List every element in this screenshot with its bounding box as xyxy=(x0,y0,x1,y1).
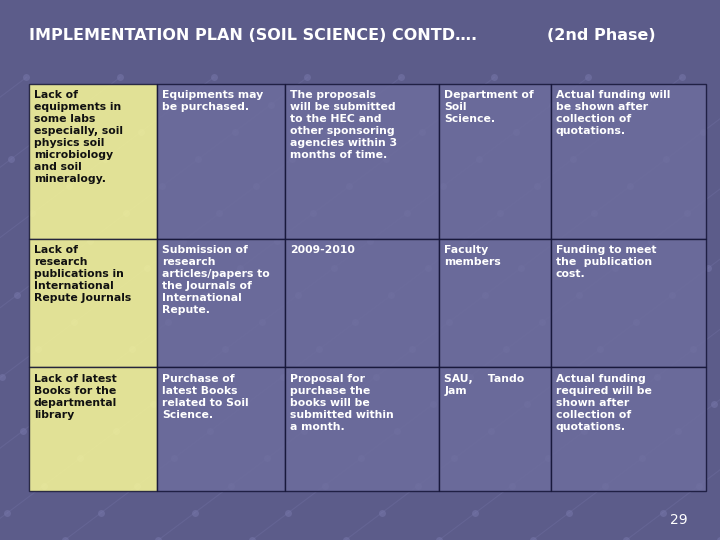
Text: Lack of
research
publications in
International
Repute Journals: Lack of research publications in Interna… xyxy=(34,245,131,303)
Text: Proposal for
purchase the
books will be
submitted within
a month.: Proposal for purchase the books will be … xyxy=(290,374,394,431)
Text: Lack of latest
Books for the
departmental
library: Lack of latest Books for the departmenta… xyxy=(34,374,117,420)
Bar xyxy=(439,84,551,239)
Bar xyxy=(285,367,439,491)
Text: (2nd Phase): (2nd Phase) xyxy=(547,28,656,43)
Text: Purchase of
latest Books
related to Soil
Science.: Purchase of latest Books related to Soil… xyxy=(162,374,248,420)
Text: The proposals
will be submitted
to the HEC and
other sponsoring
agencies within : The proposals will be submitted to the H… xyxy=(290,90,397,160)
Bar xyxy=(551,367,706,491)
Text: Submission of
research
articles/papers to
the Journals of
International
Repute.: Submission of research articles/papers t… xyxy=(162,245,270,315)
Bar xyxy=(29,367,157,491)
Text: Actual funding will
be shown after
collection of
quotations.: Actual funding will be shown after colle… xyxy=(556,90,670,136)
Bar xyxy=(285,239,439,367)
Text: Lack of
equipments in
some labs
especially, soil
physics soil
microbiology
and s: Lack of equipments in some labs especial… xyxy=(34,90,123,184)
Bar xyxy=(29,239,157,367)
Bar xyxy=(439,239,551,367)
Bar xyxy=(285,84,439,239)
Bar xyxy=(157,239,285,367)
Text: SAU,    Tando
Jam: SAU, Tando Jam xyxy=(444,374,524,395)
Text: Equipments may
be purchased.: Equipments may be purchased. xyxy=(162,90,264,112)
Bar xyxy=(29,84,157,239)
Text: Funding to meet
the  publication
cost.: Funding to meet the publication cost. xyxy=(556,245,657,279)
Text: 2009-2010: 2009-2010 xyxy=(290,245,355,255)
Text: Department of
Soil
Science.: Department of Soil Science. xyxy=(444,90,534,124)
Text: IMPLEMENTATION PLAN (SOIL SCIENCE) CONTD….: IMPLEMENTATION PLAN (SOIL SCIENCE) CONTD… xyxy=(29,28,477,43)
Text: 29: 29 xyxy=(670,512,688,526)
Bar xyxy=(157,84,285,239)
Bar xyxy=(439,367,551,491)
Bar xyxy=(551,84,706,239)
Text: Actual funding
required will be
shown after
collection of
quotations.: Actual funding required will be shown af… xyxy=(556,374,652,431)
Bar xyxy=(157,367,285,491)
Text: Faculty
members: Faculty members xyxy=(444,245,501,267)
Bar xyxy=(551,239,706,367)
